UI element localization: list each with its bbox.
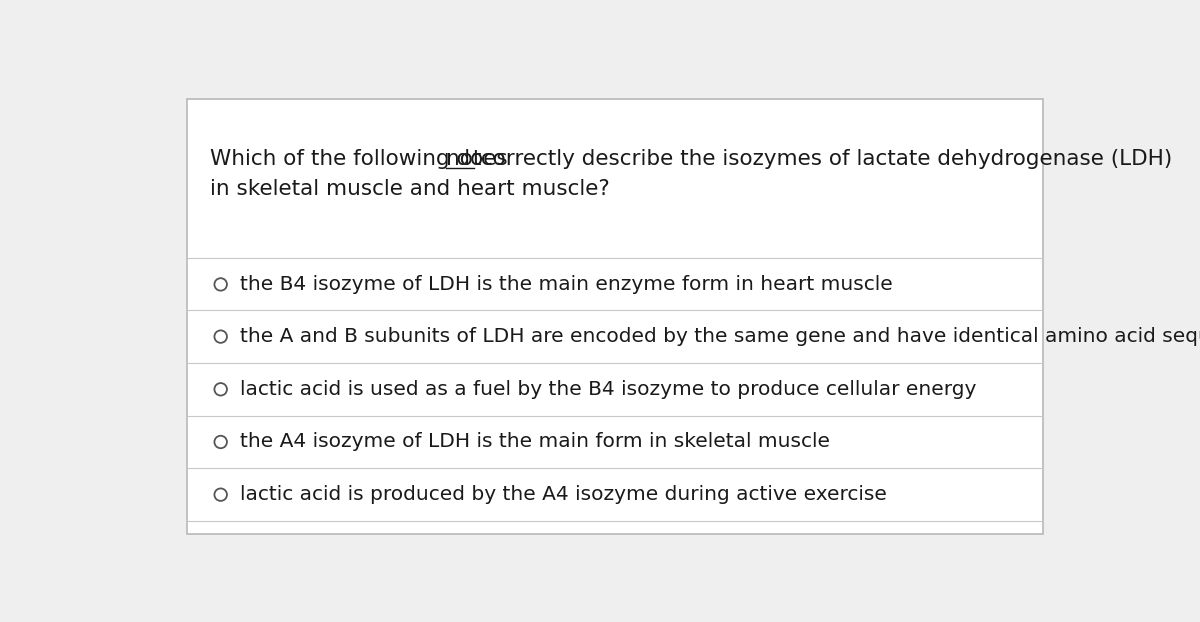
Text: the B4 isozyme of LDH is the main enzyme form in heart muscle: the B4 isozyme of LDH is the main enzyme… [240,275,893,294]
Text: the A and B subunits of LDH are encoded by the same gene and have identical amin: the A and B subunits of LDH are encoded … [240,327,1200,346]
Text: lactic acid is produced by the A4 isozyme during active exercise: lactic acid is produced by the A4 isozym… [240,485,887,504]
Text: the A4 isozyme of LDH is the main form in skeletal muscle: the A4 isozyme of LDH is the main form i… [240,432,830,452]
Text: Which of the following does: Which of the following does [210,149,515,169]
Text: lactic acid is used as a fuel by the B4 isozyme to produce cellular energy: lactic acid is used as a fuel by the B4 … [240,380,977,399]
Text: in skeletal muscle and heart muscle?: in skeletal muscle and heart muscle? [210,179,611,199]
Text: correctly describe the isozymes of lactate dehydrogenase (LDH): correctly describe the isozymes of lacta… [474,149,1172,169]
FancyBboxPatch shape [187,98,1043,534]
Text: not: not [446,149,482,169]
